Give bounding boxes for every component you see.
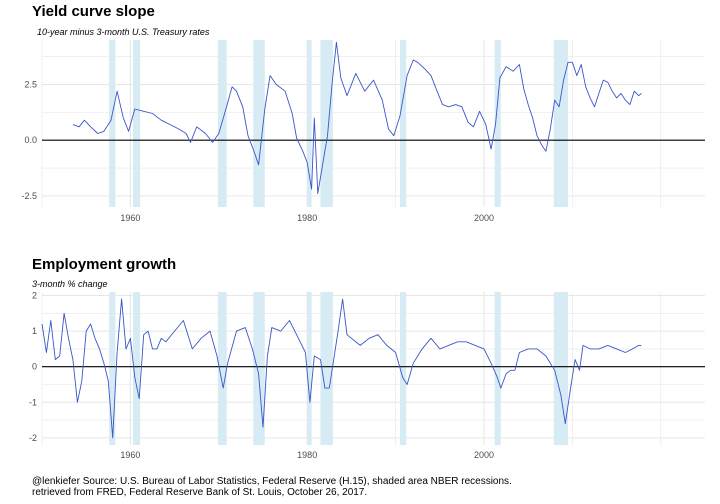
chart-2-y-tick-label: -2 — [29, 433, 37, 443]
chart-1-recession-band — [553, 40, 568, 207]
chart-1-recession-band — [253, 40, 265, 207]
chart-1-recession-band — [320, 40, 333, 207]
chart-1-title: Yield curve slope — [32, 3, 155, 20]
chart-1-recession-band — [217, 40, 227, 207]
chart-1-recession-band — [307, 40, 312, 207]
chart-2-recession-band — [253, 292, 265, 445]
chart-2-y-tick-label: -1 — [29, 397, 37, 407]
chart-1-recession-band — [109, 40, 116, 207]
chart-1-recession-band — [133, 40, 141, 207]
caption: @lenkiefer Source: U.S. Bureau of Labor … — [32, 476, 512, 498]
chart-2-recession-band — [109, 292, 116, 445]
chart-2-x-tick-label: 1960 — [120, 450, 140, 460]
chart-1-y-tick-label: 0.0 — [24, 135, 37, 145]
chart-2-recession-band — [320, 292, 333, 445]
chart-2-recession-band — [553, 292, 568, 445]
caption-line-2: retrieved from FRED, Federal Reserve Ban… — [32, 487, 368, 498]
chart-1-series-line — [72, 41, 642, 195]
chart-2-recession-band — [494, 292, 501, 445]
chart-1-x-tick-label: 1980 — [297, 213, 317, 223]
chart-1-subtitle: 10-year minus 3-month U.S. Treasury rate… — [37, 27, 210, 37]
chart-1-x-tick-label: 1960 — [120, 213, 140, 223]
chart-2-recession-band — [133, 292, 141, 445]
chart-2-x-tick-label: 1980 — [297, 450, 317, 460]
chart-1-recession-band — [400, 40, 407, 207]
chart-1-y-tick-label: -2.5 — [21, 191, 37, 201]
chart-1-y-tick-label: 2.5 — [24, 80, 37, 90]
chart-2-recession-band — [400, 292, 407, 445]
chart-2-subtitle: 3-month % change — [32, 279, 108, 289]
chart-1-recession-band — [494, 40, 501, 207]
chart-2-recession-band — [217, 292, 227, 445]
chart-2-series-line — [41, 298, 642, 439]
chart-2-x-tick-label: 2000 — [474, 450, 494, 460]
chart-2-recession-band — [307, 292, 312, 445]
chart-2-title: Employment growth — [32, 256, 177, 273]
caption-line-1: @lenkiefer Source: U.S. Bureau of Labor … — [32, 476, 512, 487]
chart-2-y-tick-label: 1 — [32, 326, 37, 336]
chart-2-y-tick-label: 2 — [32, 291, 37, 301]
chart-1-x-tick-label: 2000 — [474, 213, 494, 223]
chart-2-y-tick-label: 0 — [32, 362, 37, 372]
